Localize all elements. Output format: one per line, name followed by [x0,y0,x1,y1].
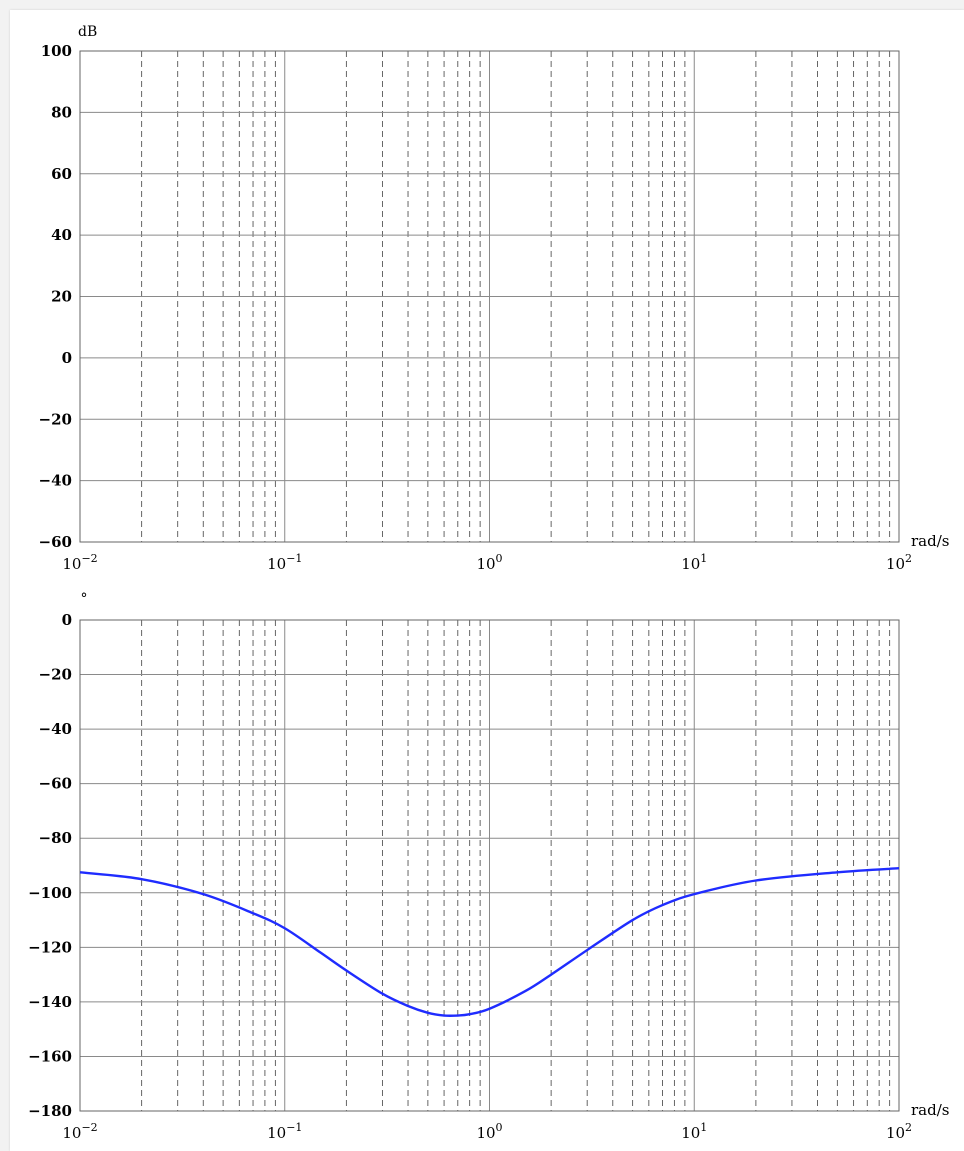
magnitude-ytick-label: −40 [39,472,72,490]
phase-x-axis-label: rad/s [911,1101,949,1119]
phase-ytick-label: −40 [39,720,72,738]
phase-ytick-label: −60 [39,775,72,793]
phase-xtick-label: 101 [681,1121,707,1142]
phase-ytick-label: −80 [39,829,72,847]
magnitude-xtick-label: 100 [476,552,502,573]
phase-xtick-label: 10−2 [62,1121,97,1142]
magnitude-ytick-label: 40 [51,226,72,244]
phase-y-axis-label: ° [81,591,88,607]
phase-ytick-label: −120 [28,938,72,956]
phase-ytick-label: −180 [28,1102,72,1120]
magnitude-y-axis-label: dB [78,24,97,40]
bode-plot-svg: −60 −40 −20 0 20 40 60 80 100 10−2 10−1 100 101 102 ra… [28,24,950,1142]
magnitude-ytick-label: 20 [51,288,72,306]
magnitude-ytick-label: 60 [51,165,72,183]
magnitude-xtick-label: 101 [681,552,707,573]
magnitude-ytick-label: −60 [39,533,72,551]
magnitude-ytick-label: 100 [41,42,72,60]
phase-plot-frame [79,619,900,1112]
phase-plot: −180 −160 −140 −120 −100 −80 −60 −40 −20 0 10−2 10−… [28,591,949,1142]
phase-ytick-label: 0 [62,611,72,629]
phase-ytick-label: −160 [28,1047,72,1065]
magnitude-xtick-label: 10−2 [62,552,97,573]
phase-ytick-label: −140 [28,993,72,1011]
magnitude-ytick-label: 80 [51,103,72,121]
magnitude-ytick-label: −20 [39,410,72,428]
magnitude-x-axis-label: rad/s [911,532,949,550]
page-canvas: −60 −40 −20 0 20 40 60 80 100 10−2 10−1 100 101 102 ra… [10,10,964,1151]
phase-xtick-label: 100 [476,1121,502,1142]
phase-xtick-label: 10−1 [267,1121,302,1142]
phase-xtick-label: 102 [886,1121,912,1142]
phase-ytick-label: −20 [39,666,72,684]
phase-series-line [79,867,900,1017]
magnitude-plot-frame [79,50,900,543]
magnitude-xtick-label: 10−1 [267,552,302,573]
phase-ytick-label: −100 [28,884,72,902]
magnitude-xtick-label: 102 [886,552,912,573]
magnitude-plot: −60 −40 −20 0 20 40 60 80 100 10−2 10−1 100 101 102 ra… [39,24,950,573]
magnitude-ytick-label: 0 [62,349,72,367]
